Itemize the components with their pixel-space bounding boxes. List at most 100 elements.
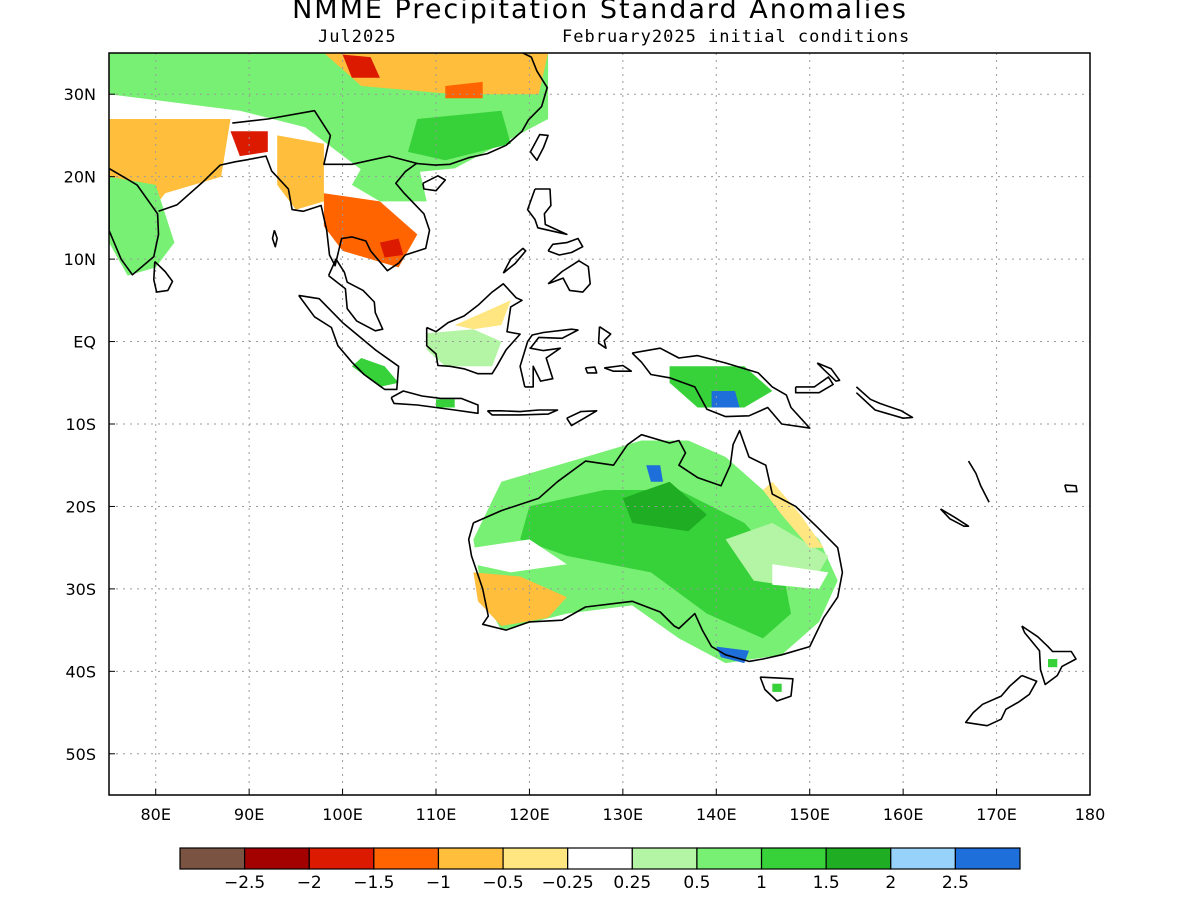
anomaly-region-new-guinea-core xyxy=(711,391,740,408)
anomaly-region-australia-east-white xyxy=(772,564,829,589)
colorbar-swatch xyxy=(437,847,504,870)
colorbar-label: −0.5 xyxy=(482,873,523,893)
sulawesi-coast xyxy=(519,328,579,388)
lon-label-150E: 150E xyxy=(789,805,830,824)
new-caledonia-coast xyxy=(939,508,970,528)
colorbar-swatch xyxy=(244,847,310,870)
colorbar-swatch xyxy=(567,847,633,870)
latitude-labels: 30N 20N 10N EQ 10S 20S 30S 40S 50S xyxy=(64,85,115,764)
anomaly-region-new-guinea-wet xyxy=(669,366,773,408)
borneo-coast xyxy=(425,282,523,375)
new-zealand-south xyxy=(964,674,1038,727)
anomaly-region-new-zealand-wet xyxy=(1048,659,1058,668)
lat-label-30S: 30S xyxy=(65,580,96,599)
palawan-coast xyxy=(502,247,527,274)
lat-label-50S: 50S xyxy=(65,745,96,764)
coastline-layer xyxy=(109,53,1078,727)
halmahera-coast xyxy=(597,326,612,350)
anomaly-region-china-south-wet xyxy=(408,110,511,161)
colorbar-label: 1.5 xyxy=(813,873,840,893)
colorbar-swatch xyxy=(890,847,956,870)
map-title: NMME Precipitation Standard Anomalies xyxy=(292,0,908,25)
lat-label-10S: 10S xyxy=(65,415,96,434)
lat-label-10N: 10N xyxy=(64,250,96,269)
anomaly-region-sumatra-wet xyxy=(351,358,399,387)
anomaly-region-australia-northeast-band xyxy=(622,481,707,532)
new-britain-coast xyxy=(794,376,834,394)
colorbar-label: −1 xyxy=(426,873,451,893)
new-zealand-north xyxy=(1021,625,1077,686)
lon-label-80E: 80E xyxy=(140,805,170,824)
solomon-coast xyxy=(855,386,914,420)
colorbar-label: −2.5 xyxy=(224,873,265,893)
anomaly-region-tasmania-wet xyxy=(772,683,782,692)
colorbar-swatch xyxy=(308,847,375,870)
colorbar-swatch xyxy=(179,847,246,870)
anomaly-region-borneo-wet xyxy=(426,329,502,367)
sri-lanka-coast xyxy=(153,261,174,293)
colorbar-label: 0.25 xyxy=(613,873,651,893)
colorbar xyxy=(179,847,1021,870)
lon-label-140E: 140E xyxy=(696,805,737,824)
andaman-coast xyxy=(271,230,279,248)
asia-coast xyxy=(109,167,160,276)
india-bay-coast xyxy=(158,53,549,272)
lon-label-110E: 110E xyxy=(416,805,457,824)
lat-label-EQ: EQ xyxy=(73,333,96,352)
lat-label-40S: 40S xyxy=(65,662,96,681)
luzon-coast xyxy=(526,188,568,236)
colorbar-swatch xyxy=(760,847,827,870)
anomaly-region-bangladesh-dry xyxy=(230,131,268,157)
colorbar-label: −1.5 xyxy=(353,873,394,893)
tasmania-coast xyxy=(759,676,794,702)
colorbar-label: −2 xyxy=(297,873,322,893)
colorbar-swatch xyxy=(954,847,1021,870)
anomaly-region-australia-gulf-core xyxy=(646,465,663,482)
lon-label-130E: 130E xyxy=(603,805,644,824)
anomaly-region-australia-east-coast-dry xyxy=(763,481,824,548)
colorbar-label: −0.25 xyxy=(542,873,594,893)
colorbar-labels: −2.5 −2 −1.5 −1 −0.5 −0.25 0.25 0.5 1 1.5 2 2.5 xyxy=(224,873,969,893)
flores-coast xyxy=(486,409,559,416)
seram-coast xyxy=(603,364,633,373)
anomaly-region-indochina-dry-core xyxy=(379,238,404,258)
lon-label-170E: 170E xyxy=(976,805,1017,824)
colorbar-swatch xyxy=(502,847,569,870)
anomaly-region-china-dry xyxy=(323,53,549,95)
lon-label-120E: 120E xyxy=(509,805,550,824)
lon-label-160E: 160E xyxy=(883,805,924,824)
colorbar-swatch xyxy=(825,847,892,870)
new-ireland-coast xyxy=(816,362,841,382)
java-coast xyxy=(390,390,479,415)
anomaly-region-java-wet xyxy=(436,399,455,408)
anomaly-fill-layer xyxy=(109,53,1058,692)
anomaly-region-borneo-dry xyxy=(454,300,511,330)
new-guinea-coast xyxy=(631,347,811,429)
hainan-coast xyxy=(422,175,447,192)
colorbar-label: 0.5 xyxy=(683,873,710,893)
colorbar-swatch xyxy=(696,847,763,870)
colorbar-swatch xyxy=(631,847,698,870)
colorbar-label: 1 xyxy=(756,873,767,893)
border-lines xyxy=(232,109,418,166)
lat-label-20S: 20S xyxy=(65,497,96,516)
anomaly-region-china-dry-core xyxy=(342,54,380,78)
buru-coast xyxy=(584,366,598,374)
vanuatu-coast xyxy=(967,460,990,503)
anomaly-region-india-wet-south xyxy=(109,176,175,276)
sumatra-coast xyxy=(298,294,400,391)
mindanao-coast xyxy=(547,259,592,293)
anomaly-region-australia-west-dry xyxy=(473,572,567,626)
taiwan-coast xyxy=(529,133,549,161)
visayas-coast xyxy=(547,237,584,256)
timor-coast xyxy=(566,409,598,427)
lon-label-180: 180 xyxy=(1075,805,1106,824)
longitude-labels: 80E 90E 100E 110E 120E 130E 140E 150E 160E 170E 18… xyxy=(140,789,1105,824)
initial-conditions: February2025 initial conditions xyxy=(562,27,911,47)
lat-label-20N: 20N xyxy=(64,168,96,187)
target-month: Jul2025 xyxy=(318,27,397,47)
fiji-coast xyxy=(1064,484,1078,493)
colorbar-swatch xyxy=(373,847,440,870)
colorbar-label: 2 xyxy=(885,873,896,893)
